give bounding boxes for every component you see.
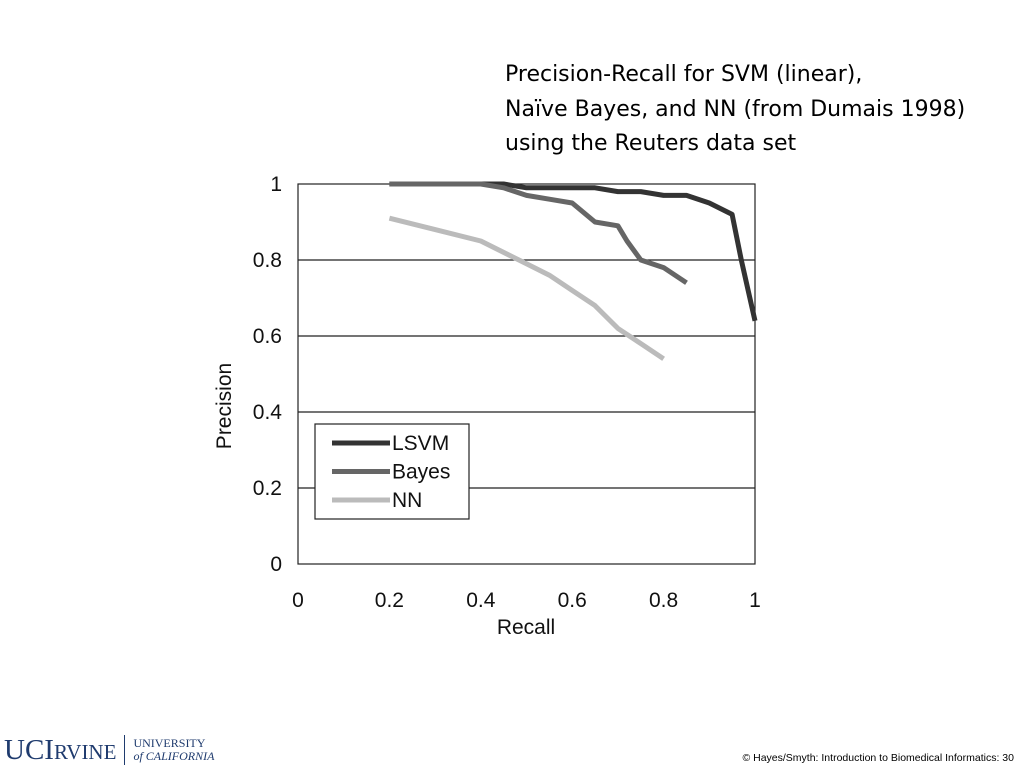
y-tick-label: 1 [270,173,282,196]
y-tick-label: 0.8 [253,249,282,272]
legend-label-nn: NN [392,489,422,512]
uci-logo: UCIRVINE UNIVERSITY of CALIFORNIA [4,732,214,768]
y-tick-labels: 0 0.2 0.4 0.6 0.8 1 [253,173,283,576]
y-tick-label: 0 [270,553,282,576]
caption-line-2: Naïve Bayes, and NN (from Dumais 1998) [505,96,966,122]
x-tick-label: 0.6 [558,589,587,612]
caption-line-3: using the Reuters data set [505,131,797,156]
series-line-bayes [389,181,688,285]
series-layer [388,181,758,361]
x-tick-label: 0.2 [375,589,404,612]
logo-divider [124,735,126,765]
plot-frame [297,183,756,565]
chart-legend: LSVM Bayes NN [314,423,470,520]
x-tick-label: 0 [292,589,304,612]
legend-label-lsvm: LSVM [392,432,449,455]
x-axis-label: Recall [497,616,555,639]
slide-caption: Precision-Recall for SVM (linear), Naïve… [505,58,1005,162]
y-axis-label: Precision [213,363,236,449]
y-tick-label: 0.6 [253,325,282,348]
logo-university-text: UNIVERSITY [133,736,206,750]
x-tick-label: 0.8 [649,589,678,612]
x-tick-label: 1 [749,589,761,612]
y-tick-label: 0.4 [253,401,283,424]
y-tick-label: 0.2 [253,477,282,500]
legend-label-bayes: Bayes [392,461,450,484]
caption-line-1: Precision-Recall for SVM (linear), [505,62,863,87]
x-tick-label: 0.4 [466,589,496,612]
logo-california-text: of CALIFORNIA [133,749,215,763]
uc-wordmark: UNIVERSITY of CALIFORNIA [133,737,214,763]
x-tick-labels: 0 0.2 0.4 0.6 0.8 1 [292,589,761,612]
series-line-nn [388,215,665,361]
uci-wordmark: UCIRVINE [4,733,117,766]
slide-footer: © Hayes/Smyth: Introduction to Biomedica… [742,752,1014,764]
